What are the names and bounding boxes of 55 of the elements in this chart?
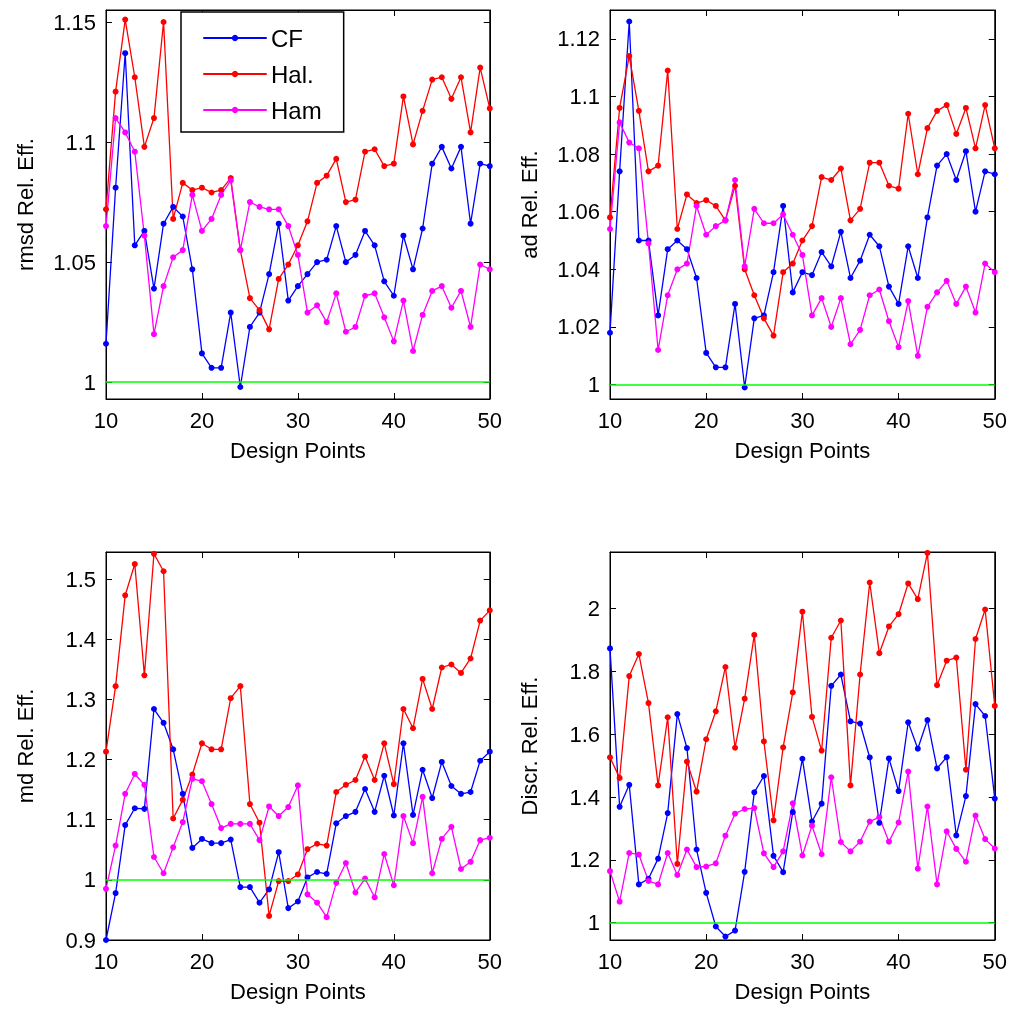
y-tick-label: 1.05 — [53, 249, 96, 275]
legend-label: Hal. — [271, 60, 314, 88]
y-axis-title: md Rel. Eff. — [12, 688, 38, 804]
x-tick-label: 20 — [189, 407, 215, 433]
y-tick-label: 1 — [83, 369, 96, 395]
y-tick-label: 1.6 — [569, 721, 600, 747]
x-tick-label: 20 — [189, 948, 215, 974]
x-tick-label: 10 — [597, 948, 623, 974]
x-tick-label: 30 — [285, 407, 311, 433]
y-tick-label: 1.02 — [557, 314, 600, 340]
y-tick-label: 1.12 — [557, 26, 600, 52]
legend-label: CF — [271, 24, 303, 52]
y-tick-label: 1.1 — [65, 807, 96, 833]
x-tick-label: 40 — [381, 948, 407, 974]
y-tick-label: 1.15 — [53, 9, 96, 35]
legend-label: Ham — [271, 96, 322, 124]
y-tick-label: 1.1 — [569, 83, 600, 109]
y-tick-label: 1.08 — [557, 141, 600, 167]
y-tick-label: 1.8 — [569, 658, 600, 684]
x-tick-label: 10 — [93, 407, 119, 433]
x-tick-label: 50 — [982, 407, 1008, 433]
x-tick-label: 10 — [93, 948, 119, 974]
x-tick-label: 20 — [693, 407, 719, 433]
y-tick-label: 0.9 — [65, 927, 96, 953]
y-axis-title: Discr. Rel. Eff. — [516, 676, 542, 816]
y-tick-label: 1.06 — [557, 199, 600, 225]
y-tick-label: 1.1 — [65, 129, 96, 155]
x-axis-title: Design Points — [734, 978, 871, 1004]
y-tick-label: 1.2 — [569, 847, 600, 873]
x-tick-label: 50 — [477, 948, 503, 974]
x-tick-label: 40 — [886, 407, 911, 433]
x-axis-title: Design Points — [230, 978, 366, 1004]
y-tick-label: 1.4 — [569, 784, 600, 810]
x-tick-label: 50 — [477, 407, 503, 433]
x-axis-title: Design Points — [230, 437, 366, 463]
y-axis-title: rmsd Rel. Eff. — [12, 138, 38, 271]
x-tick-label: 40 — [381, 407, 407, 433]
x-tick-label: 50 — [982, 948, 1008, 974]
x-tick-label: 40 — [886, 948, 911, 974]
y-tick-label: 1.5 — [65, 566, 96, 592]
y-tick-label: 1 — [587, 372, 600, 398]
y-axis-title: ad Rel. Eff. — [516, 150, 542, 259]
x-axis-title: Design Points — [734, 437, 871, 463]
y-tick-label: 2 — [587, 596, 600, 622]
x-tick-label: 10 — [597, 407, 623, 433]
x-tick-label: 20 — [693, 948, 719, 974]
x-tick-label: 30 — [790, 948, 815, 974]
y-tick-label: 1.4 — [65, 626, 96, 652]
y-tick-label: 1.04 — [557, 256, 600, 282]
x-tick-label: 30 — [790, 407, 815, 433]
x-tick-label: 30 — [285, 948, 311, 974]
y-tick-label: 1 — [83, 867, 96, 893]
y-tick-label: 1.2 — [65, 747, 96, 773]
y-tick-label: 1 — [587, 910, 600, 936]
y-tick-label: 1.3 — [65, 686, 96, 712]
